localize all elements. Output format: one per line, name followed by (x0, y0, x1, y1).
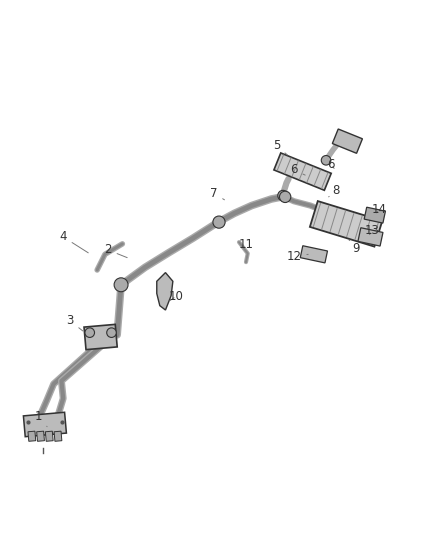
Text: 5: 5 (273, 139, 287, 155)
Circle shape (114, 278, 128, 292)
Text: 7: 7 (210, 187, 224, 200)
Circle shape (278, 190, 288, 201)
Text: 12: 12 (286, 251, 308, 263)
Circle shape (279, 191, 291, 203)
Polygon shape (28, 431, 36, 441)
Text: 6: 6 (290, 164, 305, 176)
Text: 10: 10 (169, 289, 184, 303)
Polygon shape (300, 246, 328, 263)
Polygon shape (274, 153, 331, 190)
Circle shape (107, 328, 116, 337)
Text: 11: 11 (238, 238, 254, 251)
Circle shape (213, 216, 225, 228)
Text: 13: 13 (365, 224, 380, 237)
Text: 6: 6 (328, 158, 335, 171)
Polygon shape (23, 413, 67, 437)
Text: 4: 4 (60, 230, 88, 253)
Circle shape (321, 156, 331, 165)
Polygon shape (332, 129, 362, 154)
Text: 9: 9 (349, 239, 360, 255)
Polygon shape (310, 201, 382, 247)
Text: 1: 1 (35, 410, 47, 426)
Polygon shape (157, 272, 173, 310)
Text: 2: 2 (104, 244, 127, 257)
Text: 3: 3 (67, 314, 83, 331)
Polygon shape (54, 431, 62, 441)
Polygon shape (46, 431, 53, 441)
Circle shape (85, 328, 95, 337)
Text: 14: 14 (372, 203, 387, 215)
Polygon shape (37, 431, 44, 441)
Polygon shape (364, 207, 385, 223)
Polygon shape (84, 325, 117, 350)
Polygon shape (358, 228, 383, 246)
Text: 8: 8 (328, 184, 339, 197)
